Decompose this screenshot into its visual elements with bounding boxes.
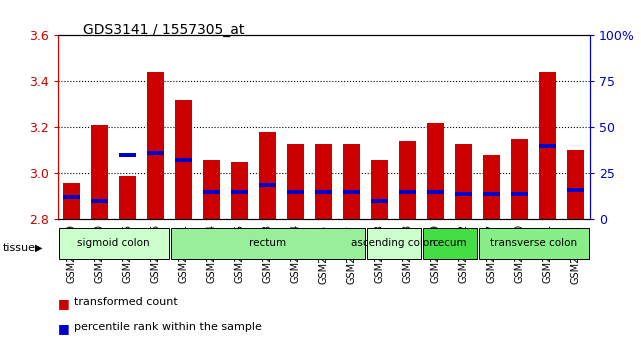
Bar	[171, 228, 365, 258]
Bar	[428, 123, 444, 219]
Bar	[479, 228, 589, 258]
Text: GDS3141 / 1557305_at: GDS3141 / 1557305_at	[83, 23, 245, 37]
Bar	[91, 199, 108, 204]
Bar	[567, 150, 584, 219]
Bar	[119, 176, 136, 219]
Bar	[63, 195, 80, 199]
Bar	[147, 151, 164, 155]
Text: ascending colon: ascending colon	[351, 238, 436, 249]
Text: ■: ■	[58, 297, 69, 310]
Bar	[455, 144, 472, 219]
Bar	[203, 160, 220, 219]
Bar	[58, 228, 169, 258]
Text: tissue: tissue	[3, 243, 36, 253]
Bar	[428, 190, 444, 194]
Bar	[315, 144, 332, 219]
Bar	[344, 190, 360, 194]
Bar	[399, 190, 416, 194]
Bar	[287, 144, 304, 219]
Bar	[512, 192, 528, 196]
Text: transverse colon: transverse colon	[490, 238, 578, 249]
Bar	[287, 190, 304, 194]
Bar	[260, 183, 276, 187]
Bar	[367, 228, 421, 258]
Bar	[371, 160, 388, 219]
Text: cecum: cecum	[433, 238, 467, 249]
Bar	[483, 155, 500, 219]
Bar	[119, 153, 136, 157]
Text: rectum: rectum	[249, 238, 287, 249]
Bar	[147, 72, 164, 219]
Bar	[63, 183, 80, 219]
Bar	[203, 190, 220, 194]
Bar	[315, 190, 332, 194]
Bar	[175, 100, 192, 219]
Text: sigmoid colon: sigmoid colon	[78, 238, 150, 249]
Bar	[175, 158, 192, 162]
Text: percentile rank within the sample: percentile rank within the sample	[74, 322, 262, 332]
Bar	[455, 192, 472, 196]
Bar	[539, 72, 556, 219]
Bar	[539, 144, 556, 148]
Bar	[231, 190, 248, 194]
Bar	[260, 132, 276, 219]
Bar	[91, 125, 108, 219]
Bar	[512, 139, 528, 219]
Text: ▶: ▶	[35, 243, 43, 253]
Bar	[344, 144, 360, 219]
Bar	[399, 141, 416, 219]
Bar	[483, 192, 500, 196]
Text: transformed count: transformed count	[74, 297, 178, 307]
Text: ■: ■	[58, 322, 69, 335]
Bar	[371, 199, 388, 204]
Bar	[422, 228, 477, 258]
Bar	[231, 162, 248, 219]
Bar	[567, 188, 584, 192]
